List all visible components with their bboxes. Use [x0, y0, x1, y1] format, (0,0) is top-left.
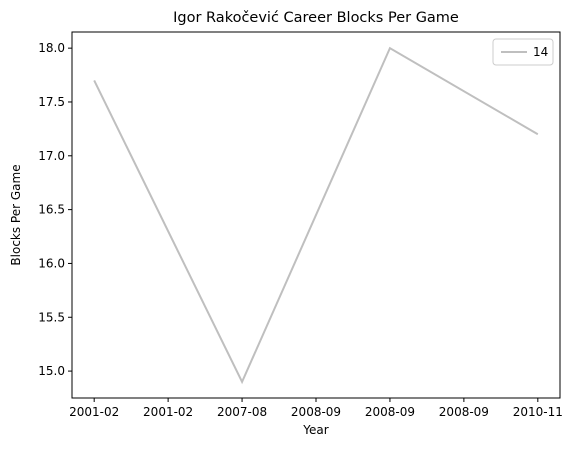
- chart-title: Igor Rakočević Career Blocks Per Game: [173, 10, 459, 26]
- x-tick-label: 2010-11: [513, 405, 563, 419]
- series-line: [93, 46, 539, 385]
- x-tick-label: 2007-08: [217, 405, 267, 419]
- y-tick-label: 17.0: [38, 149, 65, 163]
- y-tick-label: 15.0: [38, 364, 65, 378]
- y-tick-label: 15.5: [38, 310, 65, 324]
- x-tick-label: 2008-09: [291, 405, 341, 419]
- series-group: [93, 46, 539, 385]
- legend-label: 14: [533, 45, 548, 59]
- y-tick-label: 16.5: [38, 203, 65, 217]
- x-axis-label: Year: [302, 423, 328, 437]
- x-axis: 2001-02 2001-02 2007-08 2008-09 2008-09 2008-…: [69, 398, 563, 419]
- y-tick-label: 16.0: [38, 256, 65, 270]
- y-tick-label: 17.5: [38, 95, 65, 109]
- x-tick-label: 2008-09: [365, 405, 415, 419]
- legend: 14: [492, 38, 554, 66]
- y-axis: 15.0 15.5 16.0 16.5 17.0 17.5 18.0: [38, 41, 72, 378]
- x-tick-label: 2008-09: [439, 405, 489, 419]
- y-tick-label: 18.0: [38, 41, 65, 55]
- y-axis-label: Blocks Per Game: [9, 164, 23, 265]
- x-tick-label: 2001-02: [69, 405, 119, 419]
- x-tick-label: 2001-02: [143, 405, 193, 419]
